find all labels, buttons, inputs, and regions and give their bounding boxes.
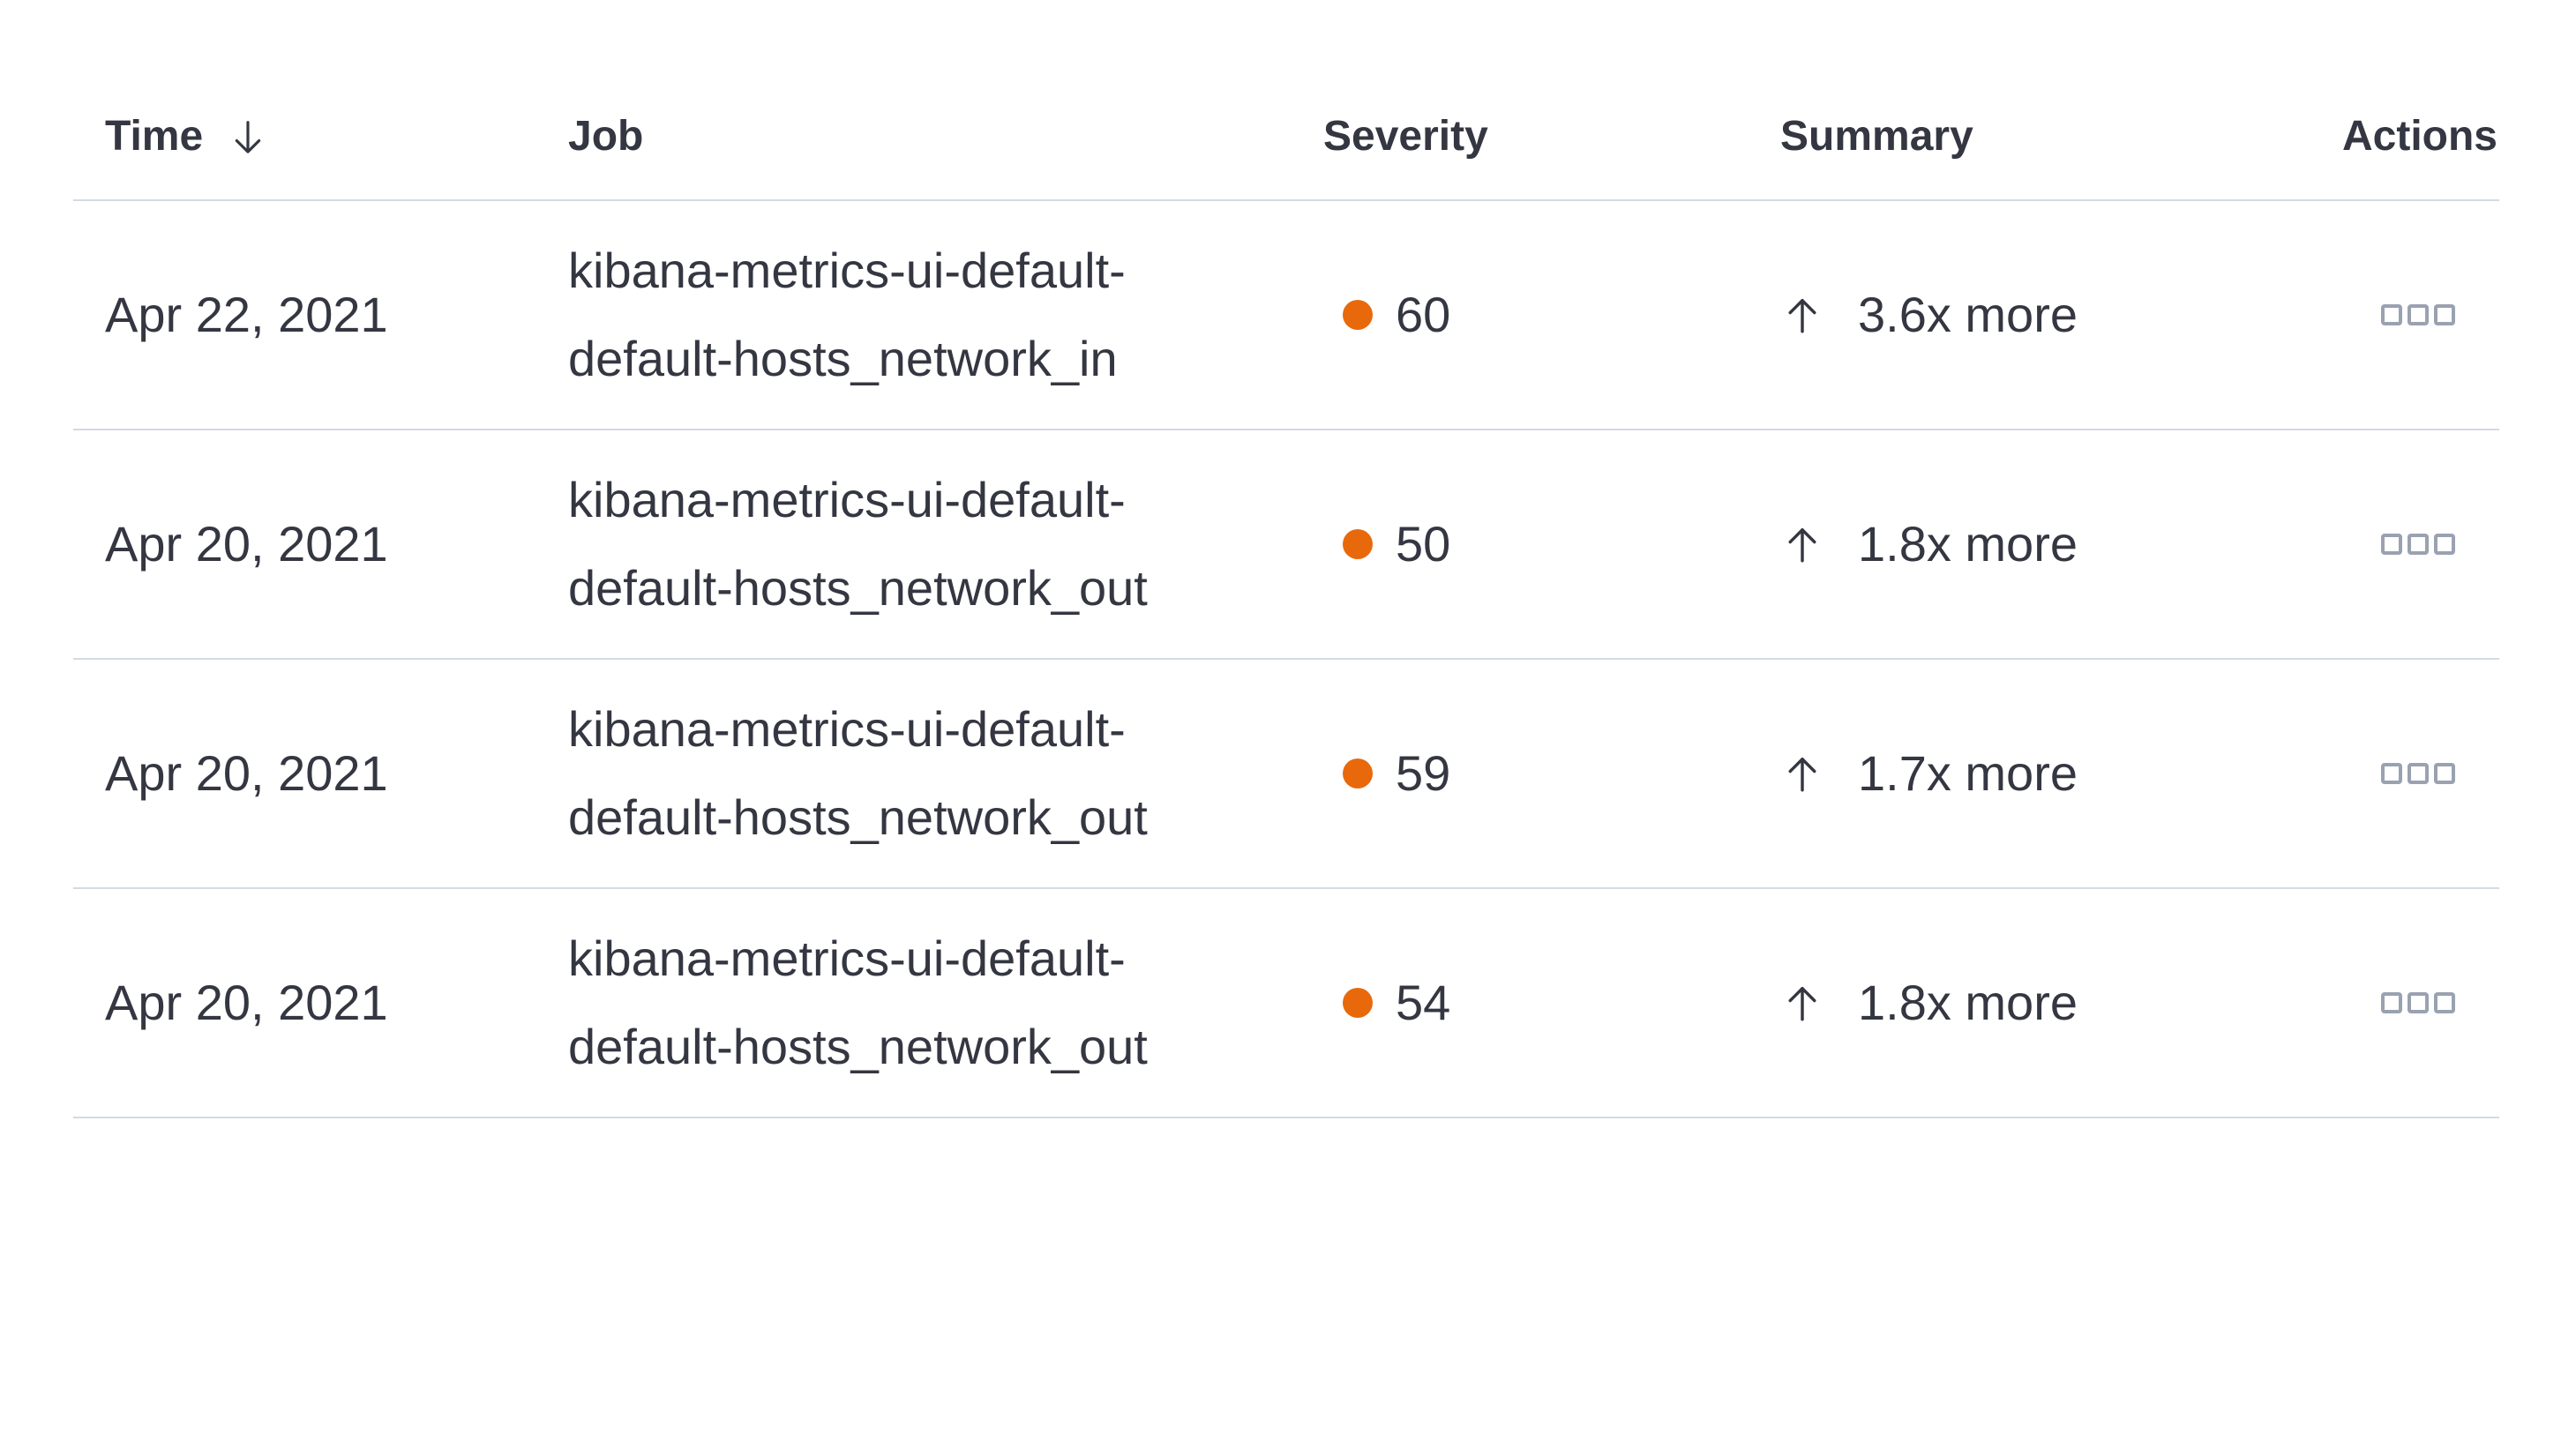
table-header-row: Time Job Severity Summary Actions xyxy=(73,0,2499,201)
row-actions-button[interactable] xyxy=(2378,983,2459,1022)
column-header-time-label: Time xyxy=(105,113,204,161)
job-name: kibana-metrics-ui-default-default-hosts_… xyxy=(568,931,1148,1074)
boxes-horizontal-icon xyxy=(2381,534,2455,555)
arrow-up-icon xyxy=(1788,987,1816,1021)
row-actions-button[interactable] xyxy=(2378,754,2459,793)
sort-down-icon xyxy=(235,120,261,153)
time-cell: Apr 22, 2021 xyxy=(105,286,388,342)
severity-dot xyxy=(1343,758,1373,789)
severity-dot xyxy=(1343,299,1373,330)
severity-score: 50 xyxy=(1396,515,1451,572)
summary-text: 1.8x more xyxy=(1858,515,2078,572)
job-name: kibana-metrics-ui-default-default-hosts_… xyxy=(568,701,1148,845)
row-actions-button[interactable] xyxy=(2378,295,2459,334)
table-row: Apr 20, 2021 kibana-metrics-ui-default-d… xyxy=(73,430,2499,660)
summary-text: 1.7x more xyxy=(1858,744,2078,801)
job-name: kibana-metrics-ui-default-default-hosts_… xyxy=(568,472,1148,616)
column-header-summary: Summary xyxy=(1780,113,1973,161)
row-actions-button[interactable] xyxy=(2378,525,2459,564)
arrow-up-icon xyxy=(1788,528,1816,563)
severity-dot xyxy=(1343,528,1373,559)
severity-score: 60 xyxy=(1396,286,1451,342)
boxes-horizontal-icon xyxy=(2381,304,2455,325)
boxes-horizontal-icon xyxy=(2381,992,2455,1013)
severity-score: 59 xyxy=(1396,744,1451,801)
severity-score: 54 xyxy=(1396,974,1451,1030)
column-header-job: Job xyxy=(568,113,644,161)
summary-text: 1.8x more xyxy=(1858,974,2078,1030)
job-name: kibana-metrics-ui-default-default-hosts_… xyxy=(568,243,1126,386)
time-cell: Apr 20, 2021 xyxy=(105,515,388,572)
column-header-actions: Actions xyxy=(2341,113,2497,161)
anomalies-table: Time Job Severity Summary Actions Apr 22… xyxy=(73,0,2499,1118)
time-cell: Apr 20, 2021 xyxy=(105,974,388,1030)
column-header-severity: Severity xyxy=(1323,113,1488,161)
table-row: Apr 22, 2021 kibana-metrics-ui-default-d… xyxy=(73,201,2499,430)
table-row: Apr 20, 2021 kibana-metrics-ui-default-d… xyxy=(73,889,2499,1118)
summary-text: 3.6x more xyxy=(1858,286,2078,342)
column-header-time[interactable]: Time xyxy=(73,113,568,199)
table-row: Apr 20, 2021 kibana-metrics-ui-default-d… xyxy=(73,660,2499,889)
severity-dot xyxy=(1343,987,1373,1018)
boxes-horizontal-icon xyxy=(2381,763,2455,784)
arrow-up-icon xyxy=(1788,299,1816,333)
arrow-up-icon xyxy=(1788,758,1816,792)
time-cell: Apr 20, 2021 xyxy=(105,744,388,801)
